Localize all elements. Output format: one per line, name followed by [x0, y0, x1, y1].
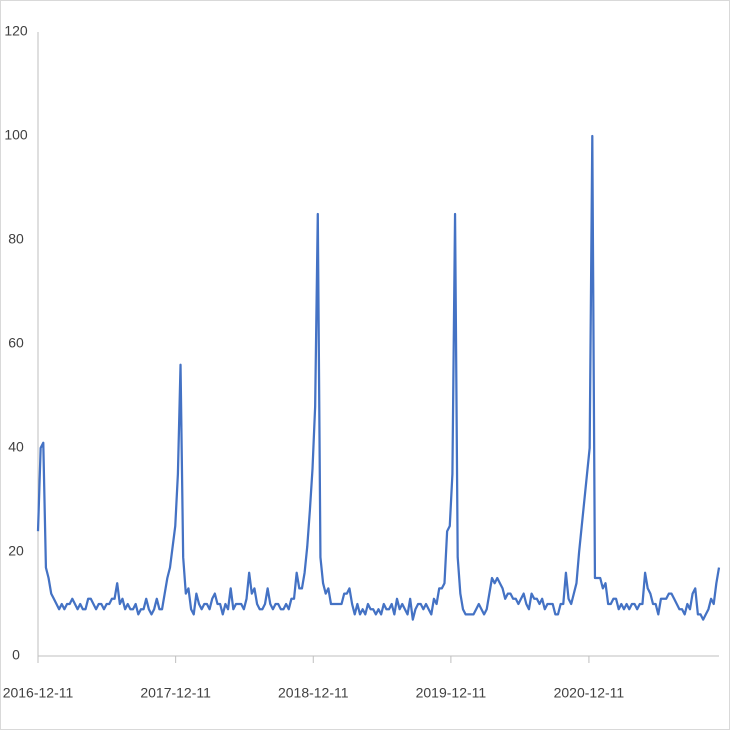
x-tick-label: 2016-12-11 — [3, 685, 74, 701]
y-tick-label: 100 — [4, 127, 28, 143]
series-line — [36, 134, 721, 621]
y-tick-label: 0 — [12, 647, 20, 663]
y-tick-label: 20 — [8, 543, 24, 559]
x-tick-label: 2018-12-11 — [278, 685, 349, 701]
x-tick-label: 2017-12-11 — [140, 685, 211, 701]
y-tick-label: 80 — [8, 231, 24, 247]
y-tick-label: 60 — [8, 335, 24, 351]
y-tick-label: 40 — [8, 439, 24, 455]
x-tick-label: 2019-12-11 — [416, 685, 487, 701]
x-tick-label: 2020-12-11 — [554, 685, 625, 701]
y-tick-label: 120 — [4, 23, 28, 39]
